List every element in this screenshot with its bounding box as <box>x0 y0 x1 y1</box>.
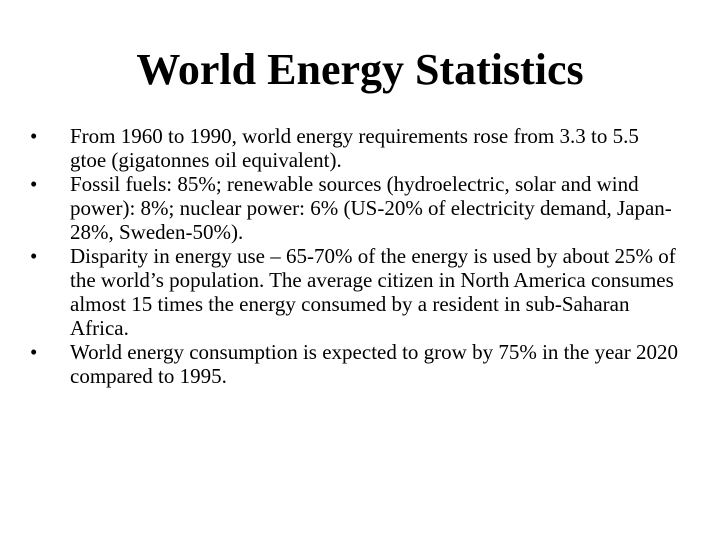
bullet-text: Fossil fuels: 85%; renewable sources (hy… <box>70 172 672 244</box>
bullet-icon: • <box>30 340 38 364</box>
bullet-text: Disparity in energy use – 65-70% of the … <box>70 244 676 340</box>
bullet-icon: • <box>30 124 38 148</box>
bullet-list: • From 1960 to 1990, world energy requir… <box>30 124 680 388</box>
bullet-item: • From 1960 to 1990, world energy requir… <box>30 124 680 172</box>
slide-title: World Energy Statistics <box>136 45 584 94</box>
bullet-text: World energy consumption is expected to … <box>70 340 678 388</box>
bullet-icon: • <box>30 244 38 268</box>
bullet-text: From 1960 to 1990, world energy requirem… <box>70 124 639 172</box>
bullet-icon: • <box>30 172 38 196</box>
bullet-item: • Disparity in energy use – 65-70% of th… <box>30 244 680 340</box>
bullet-item: • World energy consumption is expected t… <box>30 340 680 388</box>
bullet-item: • Fossil fuels: 85%; renewable sources (… <box>30 172 680 244</box>
